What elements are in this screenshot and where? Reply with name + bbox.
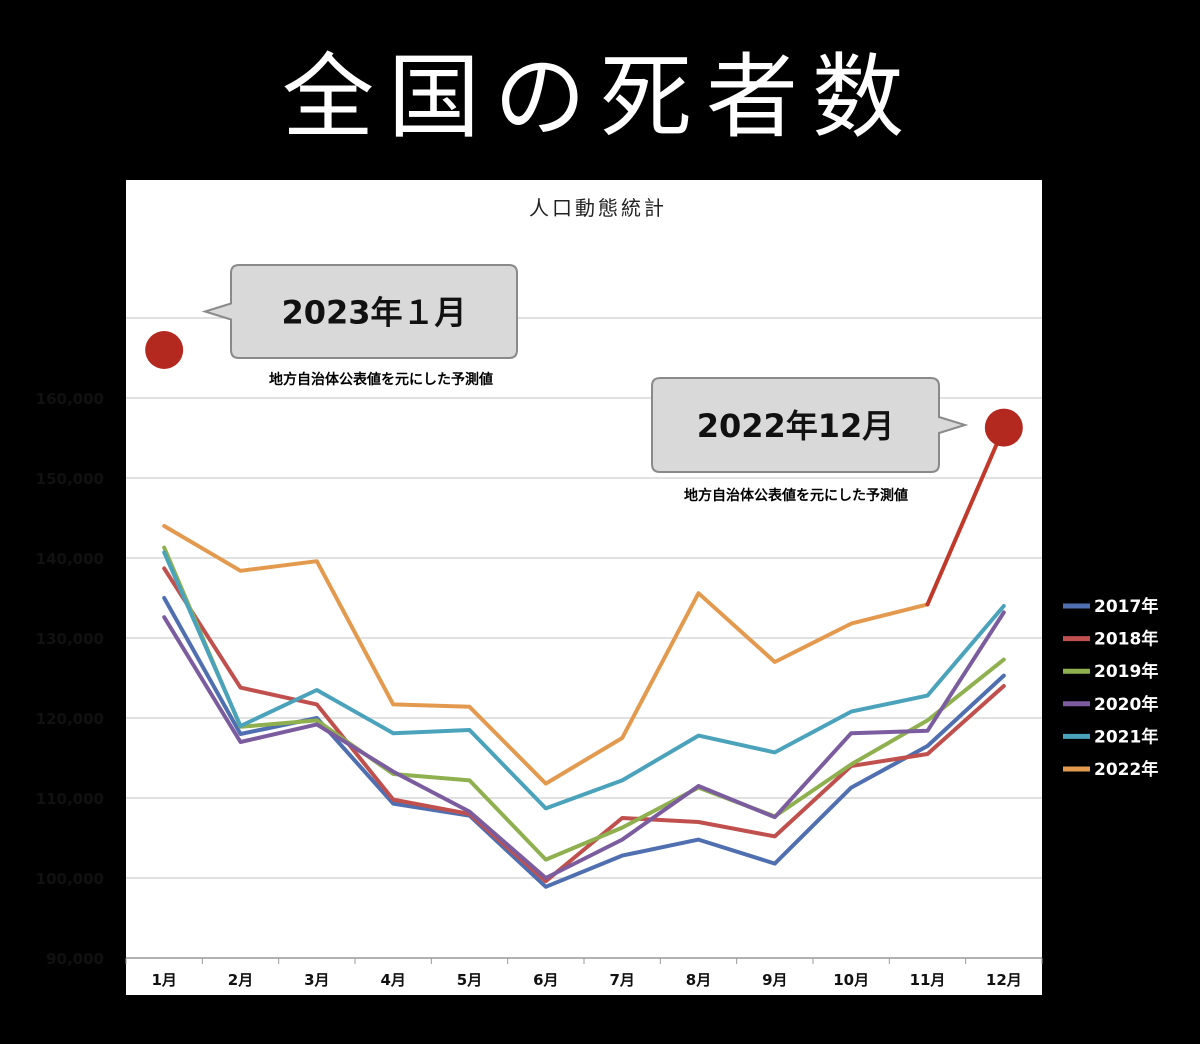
x-tick-label: 7月 (609, 971, 634, 989)
legend-label: 2019年 (1094, 661, 1158, 682)
series-line-2021年 (162, 550, 1006, 811)
axes: 90,000 100,000 110,000 120,000 130,000 140,00… (36, 390, 1043, 989)
callout-1: 2022年12月 (651, 377, 1023, 473)
y-tick-label: 110,000 (36, 790, 104, 808)
callout-label: 2022年12月 (697, 407, 895, 445)
callout-0: 2023年１月 (145, 264, 518, 369)
callouts: 2023年１月地方自治体公表値を元にした予測値2022年12月地方自治体公表値を… (145, 264, 1023, 504)
callout-note: 地方自治体公表値を元にした予測値 (684, 487, 908, 504)
x-tick-label: 8月 (686, 971, 711, 989)
legend: 2017年 2018年 2019年 2020年 2021年 2022年 (1063, 596, 1158, 780)
legend-label: 2021年 (1094, 726, 1158, 747)
series-line-2019年 (162, 545, 1006, 862)
x-tick-label: 10月 (833, 971, 869, 989)
y-tick-label: 150,000 (36, 470, 104, 488)
chart-title: 人口動態統計 (529, 196, 667, 220)
x-tick-label: 12月 (986, 971, 1022, 989)
y-tick-label: 100,000 (36, 870, 104, 888)
x-tick-label: 11月 (910, 971, 946, 989)
x-tick-label: 2月 (228, 971, 253, 989)
legend-label: 2022年 (1094, 759, 1158, 780)
series-lines (162, 425, 1006, 889)
x-tick-label: 6月 (533, 971, 558, 989)
callout-marker (984, 408, 1023, 447)
callout-box (201, 264, 518, 359)
x-tick-label: 9月 (762, 971, 787, 989)
legend-label: 2017年 (1094, 596, 1158, 617)
series-line-2018年 (162, 566, 1006, 884)
y-tick-label: 120,000 (36, 710, 104, 728)
x-tick-label: 4月 (380, 971, 405, 989)
x-tick-label: 5月 (457, 971, 482, 989)
y-tick-label: 160,000 (36, 390, 104, 408)
y-tick-label: 90,000 (46, 950, 104, 968)
series-line-2022年 (162, 524, 930, 786)
legend-label: 2020年 (1094, 694, 1158, 715)
x-tick-label: 3月 (304, 971, 329, 989)
legend-label: 2018年 (1094, 629, 1158, 650)
projection-line (925, 425, 1006, 607)
x-tick-label: 1月 (151, 971, 176, 989)
y-tick-label: 140,000 (36, 550, 104, 568)
series-line-2020年 (162, 610, 1006, 880)
callout-note: 地方自治体公表値を元にした予測値 (269, 371, 493, 388)
callout-marker (145, 331, 184, 369)
callout-box (651, 377, 969, 473)
page-title: 全国の死者数 (281, 44, 918, 151)
callout-label: 2023年１月 (281, 294, 466, 332)
y-tick-label: 130,000 (36, 630, 104, 648)
